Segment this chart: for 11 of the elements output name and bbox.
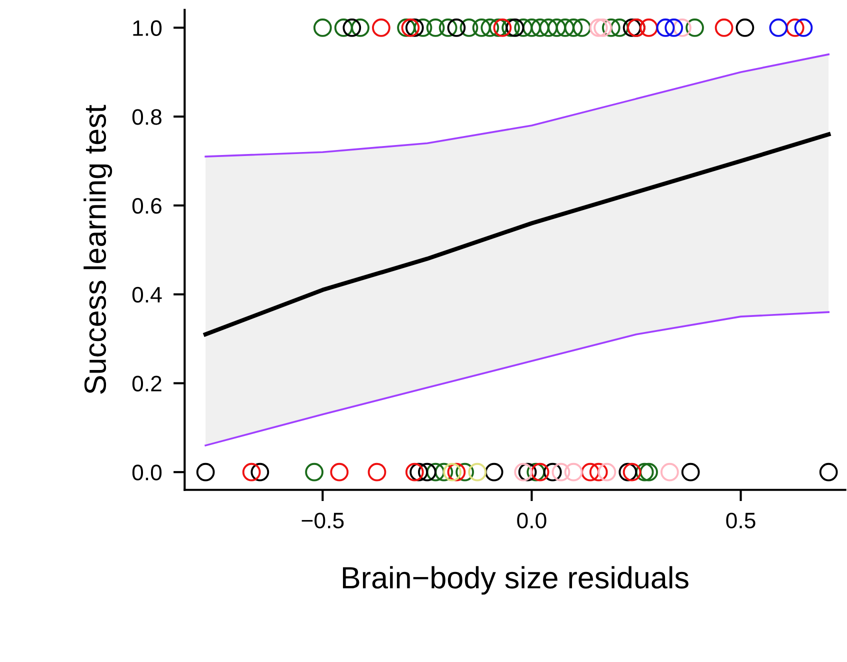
y-axis-title: Success learning test [84, 104, 112, 394]
y-tick-label: 0.6 [132, 198, 162, 214]
x-axis-title: Brain−body size residuals [342, 566, 688, 595]
x-tick-label: −0.5 [302, 512, 344, 528]
y-tick-label: 0.2 [132, 376, 162, 392]
x-tick-label: 0.0 [517, 512, 546, 528]
y-tick-label: 1.0 [133, 20, 162, 36]
y-tick-label: 0.4 [132, 286, 162, 303]
y-tick-label: 0.8 [132, 109, 162, 125]
x-tick-label: 0.5 [726, 512, 756, 528]
y-tick-label: 0.0 [132, 464, 162, 480]
